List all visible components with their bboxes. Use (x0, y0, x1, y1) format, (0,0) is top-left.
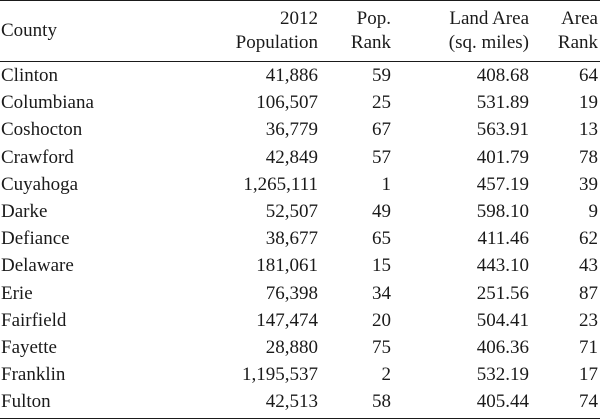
header-county-line-1: County (1, 20, 57, 41)
cell-land-area: 401.79 (476, 146, 529, 168)
cell-county: Fairfield (1, 309, 67, 331)
cell-area-rank: 74 (579, 391, 598, 413)
table-row: Darke 52,507 49 598.10 9 (0, 198, 600, 225)
header-area-rank-line-1: Area (561, 8, 598, 29)
table-row: Crawford 42,849 57 401.79 78 (0, 144, 600, 171)
table-row: Defiance 38,677 65 411.46 62 (0, 225, 600, 252)
cell-land-area: 405.44 (476, 391, 529, 413)
cell-population: 41,886 (265, 65, 318, 87)
cell-county: Columbiana (1, 92, 94, 114)
cell-population: 42,849 (265, 146, 318, 168)
cell-area-rank: 64 (579, 65, 598, 87)
cell-pop-rank: 49 (372, 201, 391, 223)
cell-population: 1,195,537 (242, 364, 318, 386)
table-row: Franklin 1,195,537 2 532.19 17 (0, 361, 600, 388)
cell-population: 28,880 (265, 336, 318, 358)
cell-pop-rank: 34 (372, 282, 391, 304)
cell-pop-rank: 58 (372, 391, 391, 413)
table-row: Fulton 42,513 58 405.44 74 (0, 388, 600, 415)
header-row: County 2012 Population Pop. Rank Land Ar… (0, 0, 600, 62)
cell-pop-rank: 15 (372, 255, 391, 277)
table-row: Cuyahoga 1,265,111 1 457.19 39 (0, 171, 600, 198)
cell-pop-rank: 57 (372, 146, 391, 168)
table-top-rule (0, 0, 600, 1)
cell-county: Franklin (1, 364, 66, 386)
header-population: 2012 Population (195, 0, 319, 62)
cell-land-area: 408.68 (476, 65, 529, 87)
cell-population: 181,061 (256, 255, 318, 277)
header-pop-rank-line-1: Pop. (356, 8, 391, 29)
header-population-line-2: Population (235, 32, 318, 53)
cell-land-area: 411.46 (477, 228, 529, 250)
cell-county: Fayette (1, 336, 57, 358)
cell-land-area: 443.10 (476, 255, 529, 277)
cell-area-rank: 43 (579, 255, 598, 277)
cell-county: Fulton (1, 391, 51, 413)
cell-area-rank: 39 (579, 173, 598, 195)
cell-county: Darke (1, 201, 48, 223)
cell-land-area: 531.89 (476, 92, 529, 114)
cell-county: Delaware (1, 255, 74, 277)
cell-land-area: 563.91 (476, 119, 529, 141)
cell-population: 38,677 (265, 228, 318, 250)
cell-land-area: 251.56 (476, 282, 529, 304)
table-row: Erie 76,398 34 251.56 87 (0, 280, 600, 307)
cell-population: 36,779 (265, 119, 318, 141)
cell-area-rank: 9 (588, 201, 599, 223)
cell-population: 106,507 (256, 92, 318, 114)
header-pop-rank-line-2: Rank (350, 32, 391, 53)
table-body: Clinton 41,886 59 408.68 64 Columbiana 1… (0, 62, 600, 415)
cell-county: Crawford (1, 146, 74, 168)
cell-area-rank: 23 (579, 309, 598, 331)
cell-population: 76,398 (265, 282, 318, 304)
header-population-line-1: 2012 (280, 8, 318, 29)
cell-county: Erie (1, 282, 33, 304)
cell-population: 147,474 (256, 309, 318, 331)
cell-county: Clinton (1, 65, 59, 87)
cell-area-rank: 62 (579, 228, 598, 250)
header-pop-rank: Pop. Rank (319, 0, 391, 62)
cell-area-rank: 17 (579, 364, 598, 386)
cell-land-area: 504.41 (476, 309, 529, 331)
cell-county: Defiance (1, 228, 70, 250)
cell-area-rank: 19 (579, 92, 598, 114)
cell-population: 1,265,111 (243, 173, 318, 195)
cell-pop-rank: 67 (372, 119, 391, 141)
cell-pop-rank: 2 (381, 364, 392, 386)
cell-pop-rank: 65 (372, 228, 391, 250)
cell-area-rank: 78 (579, 146, 598, 168)
cell-area-rank: 71 (579, 336, 598, 358)
header-county: County (0, 0, 195, 62)
header-bottom-rule (0, 61, 600, 62)
cell-pop-rank: 1 (381, 173, 392, 195)
header-area-rank: Area Rank (531, 0, 600, 62)
header-land-area-line-1: Land Area (449, 8, 529, 29)
table-row: Fayette 28,880 75 406.36 71 (0, 334, 600, 361)
table-row: Delaware 181,061 15 443.10 43 (0, 252, 600, 279)
cell-land-area: 406.36 (476, 336, 529, 358)
cell-population: 42,513 (265, 391, 318, 413)
header-area-rank-line-2: Rank (557, 32, 598, 53)
cell-county: Coshocton (1, 119, 83, 141)
table-header: County 2012 Population Pop. Rank Land Ar… (0, 0, 600, 62)
header-land-area: Land Area (sq. miles) (391, 0, 531, 62)
cell-pop-rank: 59 (372, 65, 391, 87)
table-row: Columbiana 106,507 25 531.89 19 (0, 89, 600, 116)
cell-land-area: 532.19 (476, 364, 529, 386)
table-row: Fairfield 147,474 20 504.41 23 (0, 307, 600, 334)
table-row: Clinton 41,886 59 408.68 64 (0, 62, 600, 89)
cell-land-area: 598.10 (476, 201, 529, 223)
cell-pop-rank: 75 (372, 336, 391, 358)
cell-area-rank: 13 (579, 119, 598, 141)
cell-area-rank: 87 (579, 282, 598, 304)
header-land-area-line-2: (sq. miles) (448, 32, 529, 53)
cell-county: Cuyahoga (1, 173, 79, 195)
cell-pop-rank: 20 (372, 309, 391, 331)
cell-population: 52,507 (265, 201, 318, 223)
cell-land-area: 457.19 (476, 173, 529, 195)
table-row: Coshocton 36,779 67 563.91 13 (0, 116, 600, 143)
cell-pop-rank: 25 (372, 92, 391, 114)
